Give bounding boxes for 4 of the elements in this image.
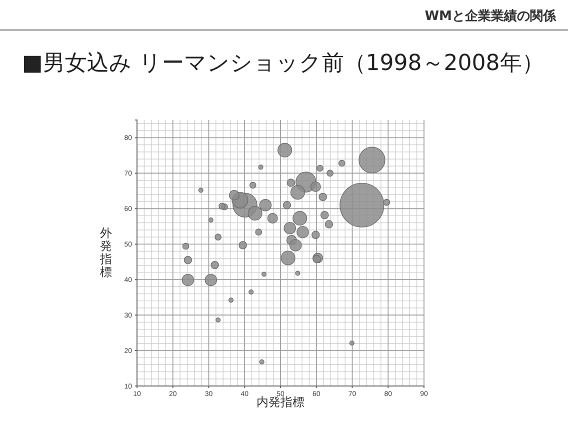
x-axis-title: 内発指標 (256, 395, 304, 409)
chart-title: ■男女込み リーマンショック前（1998～2008年） (22, 51, 544, 76)
y-axis-title: 外発指標 (99, 226, 112, 279)
text: WMと企業業績の関係 (424, 9, 557, 24)
